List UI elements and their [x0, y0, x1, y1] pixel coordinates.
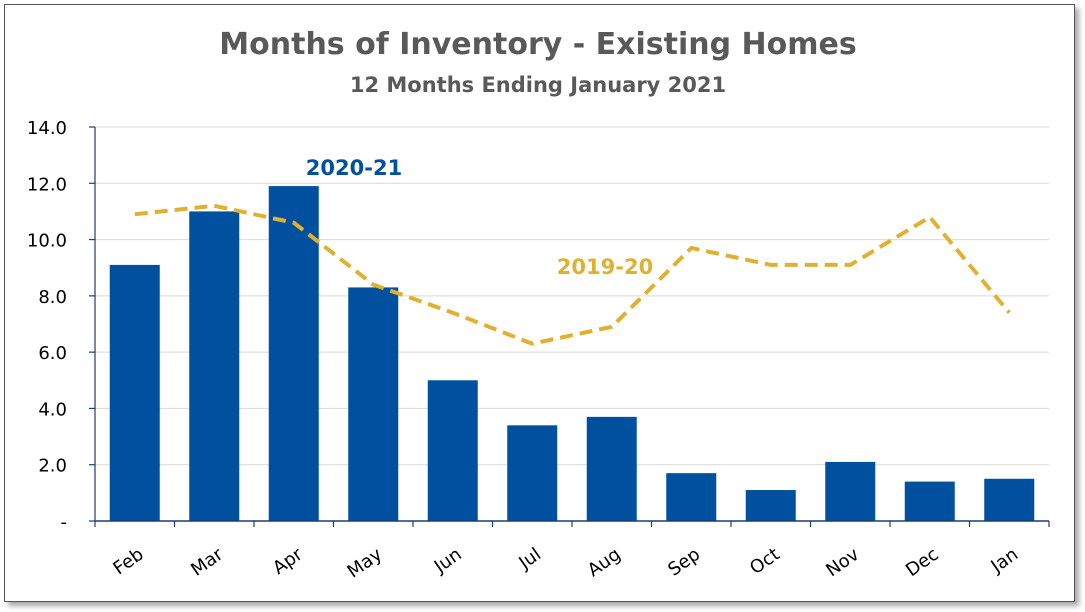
series-label-2019-20: 2019-20 — [557, 255, 653, 279]
series-labels: 2020-21 2019-20 — [306, 156, 653, 279]
bar-nov — [825, 461, 876, 521]
x-tick-label: Jul — [514, 544, 545, 574]
x-tick-label: Jan — [987, 544, 1023, 578]
bar-series — [109, 186, 1035, 521]
bar-jul — [507, 425, 558, 521]
x-tick-label: Apr — [269, 544, 307, 579]
y-tick-label: 2.0 — [38, 456, 67, 477]
y-tick-label: 10.0 — [27, 231, 67, 252]
bar-sep — [666, 473, 717, 521]
y-tick-label: 14.0 — [27, 118, 67, 139]
x-tick-label: Mar — [187, 544, 227, 581]
y-tick-label: 4.0 — [38, 399, 67, 420]
x-tick-label: Sep — [664, 544, 704, 581]
series-label-2020-21: 2020-21 — [306, 156, 402, 180]
bar-may — [348, 287, 399, 521]
bar-jun — [427, 380, 478, 521]
y-tick-label: 8.0 — [38, 287, 67, 308]
chart-title: Months of Inventory - Existing Homes — [219, 27, 856, 62]
x-tick-label: Jun — [430, 544, 466, 578]
y-tick-label: - — [61, 512, 68, 533]
x-tick-label: Aug — [584, 544, 625, 581]
bar-feb — [109, 264, 160, 521]
x-tick-label: Dec — [902, 544, 943, 581]
bar-aug — [586, 416, 637, 521]
bar-oct — [745, 490, 796, 521]
x-tick-label: Oct — [746, 544, 784, 579]
bar-mar — [189, 211, 240, 521]
x-tick-label: May — [344, 544, 387, 583]
gridlines — [95, 126, 1049, 466]
y-tick-label: 6.0 — [38, 343, 67, 364]
line-2019-20 — [134, 203, 1011, 346]
x-tick-label: Feb — [109, 544, 147, 579]
chart-subtitle: 12 Months Ending January 2021 — [350, 73, 726, 97]
bar-apr — [268, 186, 319, 521]
line-series — [134, 203, 1011, 346]
bar-dec — [904, 481, 955, 521]
x-tick-label: Nov — [822, 544, 863, 582]
y-tick-label: 12.0 — [27, 174, 67, 195]
bar-jan — [984, 478, 1035, 521]
